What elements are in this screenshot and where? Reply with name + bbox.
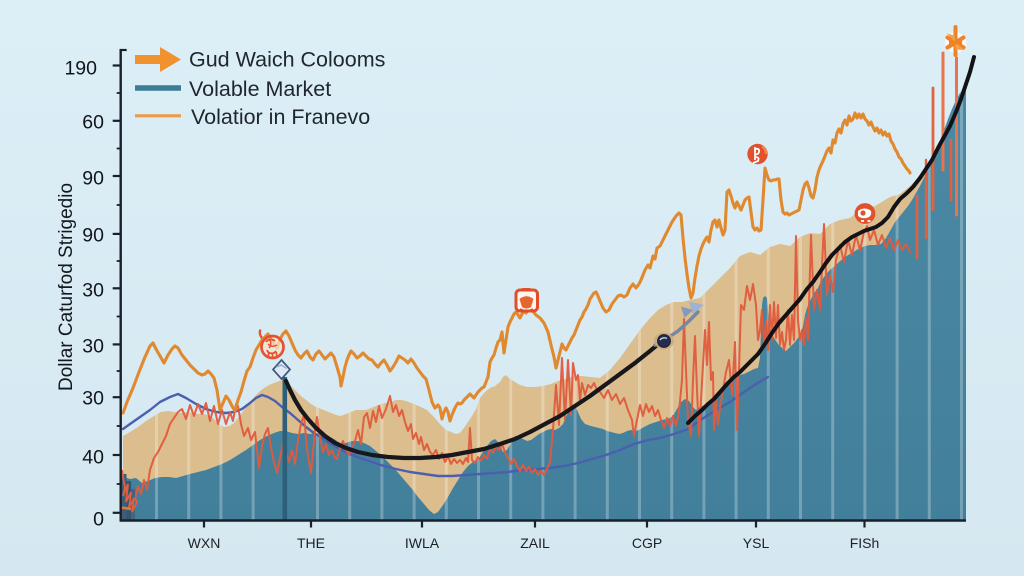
svg-text:CGP: CGP (632, 535, 662, 551)
svg-text:30: 30 (82, 388, 104, 410)
svg-text:90: 90 (82, 225, 104, 247)
svg-text:Gud Waich Colooms: Gud Waich Colooms (189, 48, 385, 72)
svg-text:Dollar Caturfod Strigedio: Dollar Caturfod Strigedio (56, 183, 77, 391)
svg-text:ZAIL: ZAIL (520, 535, 550, 551)
svg-text:YSL: YSL (743, 535, 770, 551)
svg-text:30: 30 (82, 336, 104, 358)
svg-text:Volable Market: Volable Market (189, 77, 331, 101)
svg-text:WXN: WXN (188, 535, 221, 551)
svg-text:Volatior in Franevo: Volatior in Franevo (191, 105, 370, 129)
svg-text:40: 40 (82, 447, 104, 469)
svg-text:THE: THE (297, 535, 325, 551)
svg-text:0: 0 (93, 509, 104, 531)
svg-text:30: 30 (82, 280, 104, 302)
svg-text:90: 90 (82, 168, 104, 190)
svg-text:FISh: FISh (850, 535, 880, 551)
svg-text:IWLA: IWLA (405, 535, 440, 551)
svg-text:60: 60 (82, 112, 104, 134)
svg-text:190: 190 (64, 58, 97, 80)
